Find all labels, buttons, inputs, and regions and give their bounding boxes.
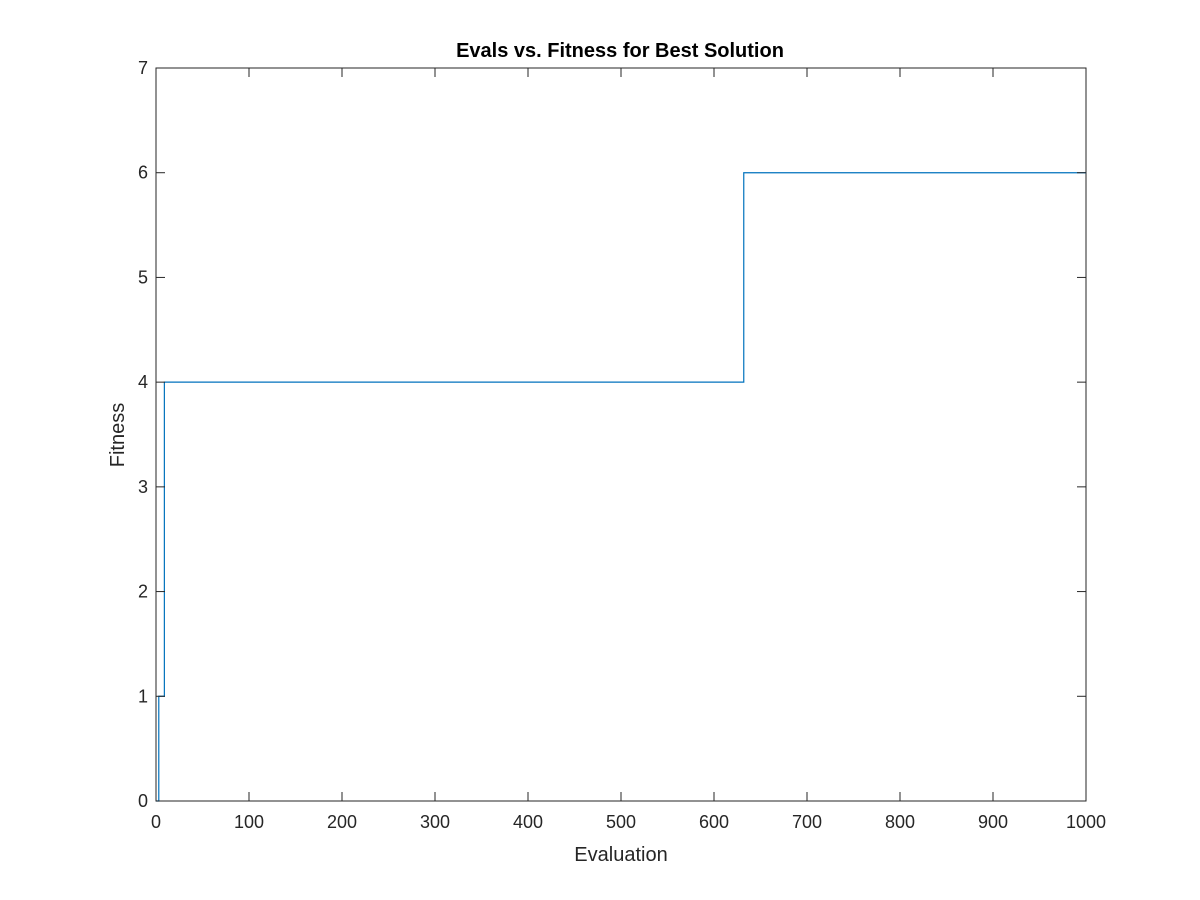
y-tick-label: 3	[138, 477, 148, 497]
x-tick-label: 400	[513, 812, 543, 832]
x-tick-label: 600	[699, 812, 729, 832]
series-line	[156, 172, 1086, 802]
x-tick-label: 1000	[1066, 812, 1106, 832]
series-layer	[156, 172, 1086, 802]
plot-area	[155, 67, 1087, 802]
x-axis-label: Evaluation	[574, 844, 667, 866]
y-tick-label: 7	[138, 58, 148, 78]
y-tick-label: 4	[138, 372, 148, 392]
y-axis-label: Fitness	[107, 403, 129, 467]
y-tick-label: 5	[138, 267, 148, 287]
x-tick-label: 800	[885, 812, 915, 832]
x-tick-label: 300	[420, 812, 450, 832]
ticks-layer: 0 100 200 300 400 500 600 700 800 900 1000 0 1 2 3 4 5 6 7	[138, 58, 1106, 832]
x-tick-label: 200	[327, 812, 357, 832]
y-tick-label: 1	[138, 686, 148, 706]
x-tick-label: 700	[792, 812, 822, 832]
y-tick-label: 0	[138, 791, 148, 811]
y-tick-label: 6	[138, 163, 148, 183]
y-tick-label: 2	[138, 582, 148, 602]
x-tick-label: 900	[978, 812, 1008, 832]
x-tick-label: 500	[606, 812, 636, 832]
x-tick-label: 0	[151, 812, 161, 832]
x-tick-label: 100	[234, 812, 264, 832]
chart-title: Evals vs. Fitness for Best Solution	[456, 40, 784, 62]
